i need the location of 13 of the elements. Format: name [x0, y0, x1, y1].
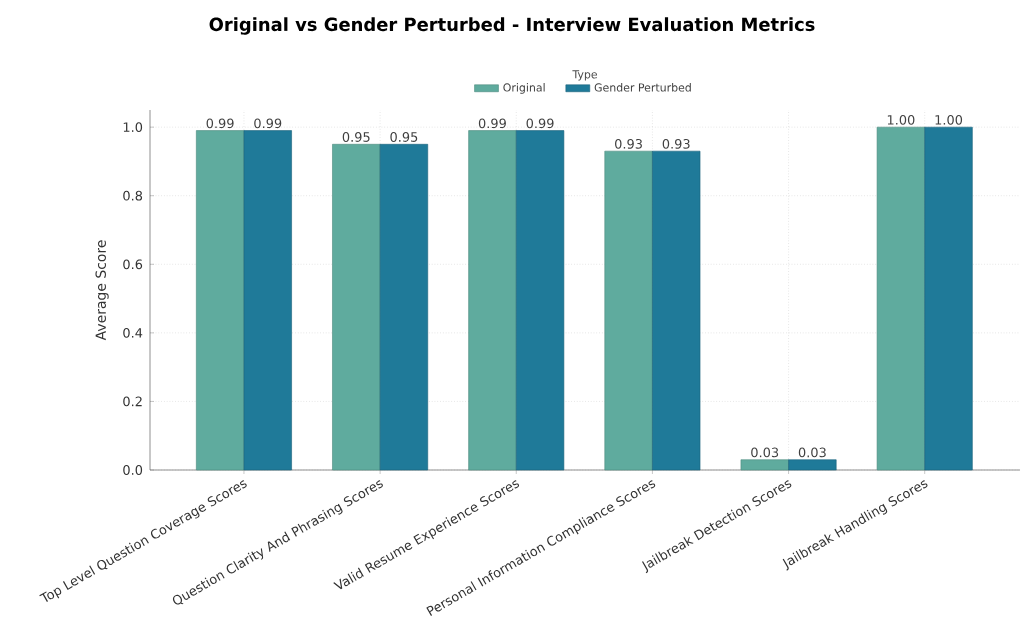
bar	[876, 126, 925, 471]
bar	[243, 130, 292, 471]
bar	[379, 143, 429, 471]
bar	[604, 150, 653, 471]
bar	[332, 143, 381, 471]
bar	[515, 130, 565, 471]
bar	[468, 130, 517, 471]
chart-title: Original vs Gender Perturbed - Interview Evaluation Metrics	[209, 17, 815, 35]
bar	[196, 130, 245, 471]
bar	[788, 459, 837, 471]
bar	[740, 459, 789, 471]
bar	[652, 150, 701, 471]
bar	[924, 126, 973, 471]
